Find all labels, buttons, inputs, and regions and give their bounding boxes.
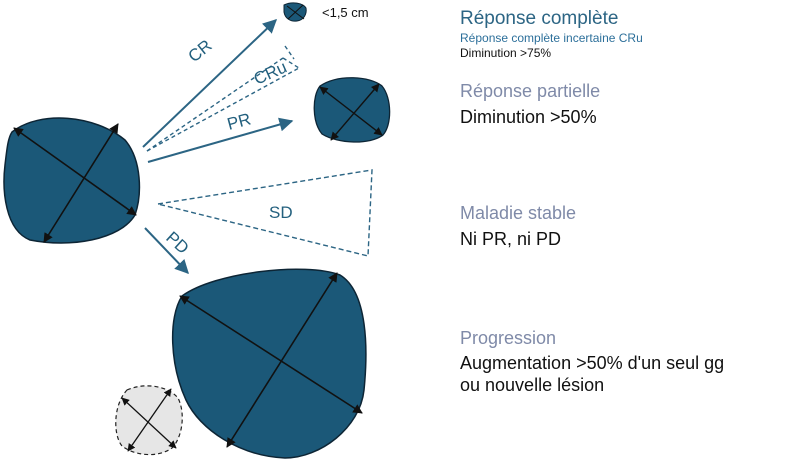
sd-label: SD	[269, 203, 293, 222]
legend-cr-detail: Diminution >75%	[460, 45, 552, 60]
legend-pd: Progression Augmentation >50% d'un seul …	[460, 327, 805, 397]
legend-pd-detail-line2: ou nouvelle lésion	[460, 375, 605, 395]
sd-dashed-cone	[157, 169, 373, 257]
pd-arrow	[144, 227, 189, 275]
new-lesion	[115, 385, 183, 456]
baseline-tumor	[3, 117, 141, 244]
legend-sd: Maladie stable Ni PR, ni PD	[460, 202, 805, 250]
pd-lesion	[171, 268, 367, 459]
cr-residual-lesion	[283, 2, 307, 22]
legend-cr: Réponse complète Réponse complète incert…	[460, 7, 805, 61]
legend-pr: Réponse partielle Diminution >50%	[460, 80, 805, 128]
cr-arrow	[142, 19, 278, 148]
pr-lesion	[313, 77, 391, 143]
legend-pd-detail-line1: Augmentation >50% d'un seul gg	[460, 352, 725, 373]
cru-dashed-cone	[146, 45, 300, 152]
size-note: <1,5 cm	[322, 5, 369, 20]
legend-pr-title: Réponse partielle	[460, 81, 601, 101]
legend-sd-detail: Ni PR, ni PD	[460, 228, 562, 249]
legend-cr-title: Réponse complète	[460, 8, 619, 29]
legend-pd-title: Progression	[460, 328, 557, 348]
cr-label: CR	[185, 36, 216, 66]
legend-sd-title: Maladie stable	[460, 203, 577, 223]
legend-cr-subtitle: Réponse complète incertaine CRu	[460, 30, 643, 45]
pd-label: PD	[162, 228, 192, 258]
legend-pr-detail: Diminution >50%	[460, 106, 597, 127]
pr-label: PR	[225, 109, 253, 133]
pr-arrow	[147, 117, 294, 163]
